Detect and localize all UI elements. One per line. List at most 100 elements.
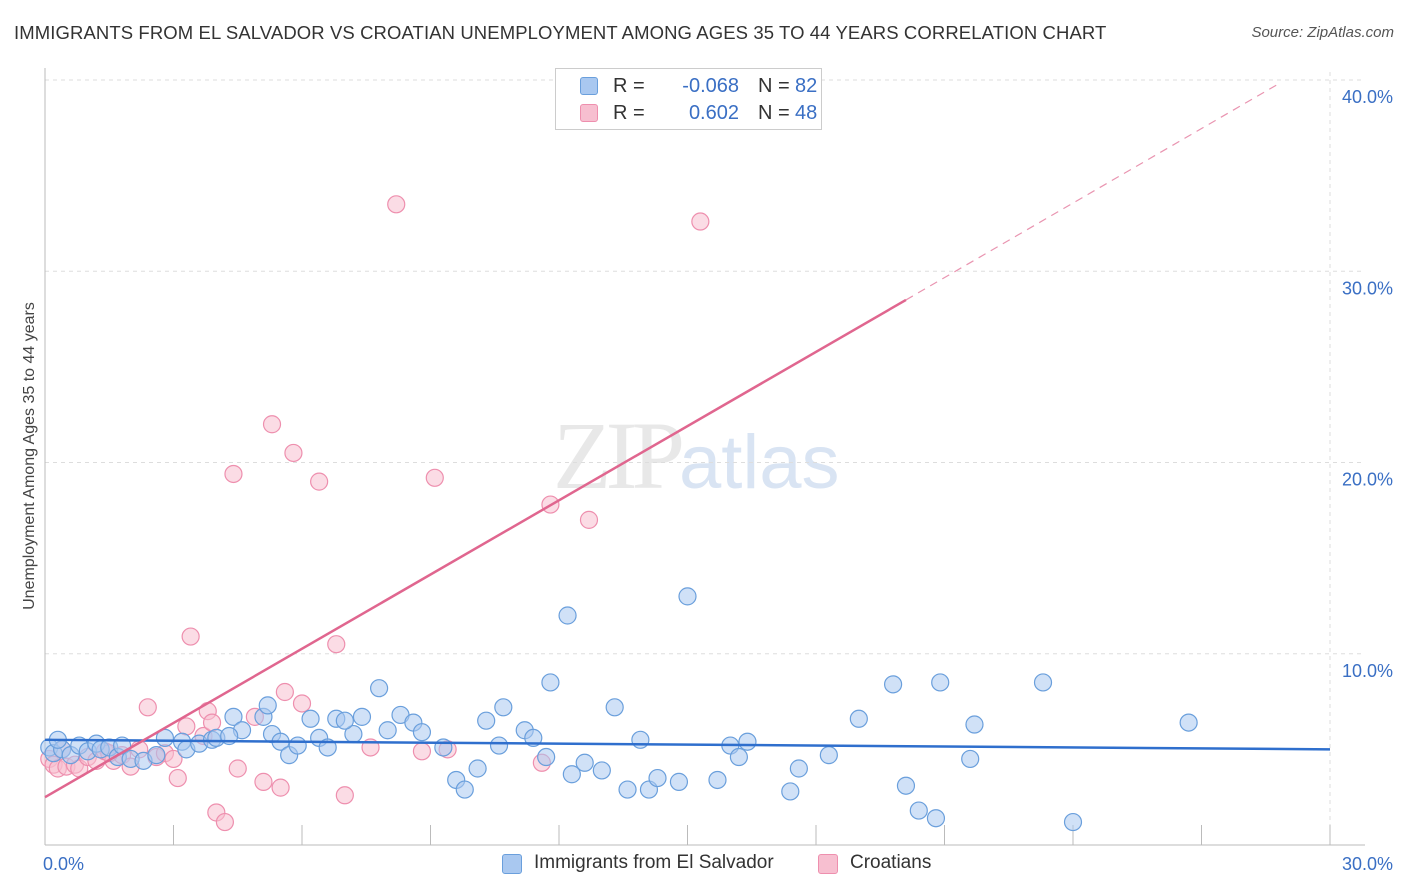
r-label: R = (613, 102, 645, 124)
el-salvador-point (618, 780, 637, 799)
croatians-point (254, 772, 273, 791)
legend-swatch-pink (580, 104, 598, 122)
el-salvador-point (489, 736, 509, 755)
croatians-point (425, 468, 444, 487)
el-salvador-point (378, 721, 397, 740)
croatians-point (177, 717, 196, 736)
source-note: Source: ZipAtlas.com (1251, 24, 1394, 41)
y-axis-label: Unemployment Among Ages 35 to 44 years (21, 302, 38, 610)
el-salvador-point (352, 707, 372, 726)
croatians-point (412, 742, 432, 761)
axes (44, 68, 1365, 846)
y-tick-label: 10.0% (1342, 661, 1393, 681)
el-salvador-point (562, 765, 581, 784)
legend-label: Croatians (850, 852, 932, 873)
n-label: N = (758, 102, 790, 124)
el-salvador-point (631, 730, 650, 749)
r-label: R = (613, 75, 645, 97)
el-salvador-point (926, 809, 946, 828)
legend-swatch-blue (580, 77, 598, 95)
croatians-point (181, 627, 200, 646)
el-salvador-point (883, 675, 903, 694)
correlation-legend: R = -0.068 N = 82 R = 0.602 N = 48 (555, 68, 822, 130)
el-salvador-point (468, 759, 487, 778)
y-tick-label: 20.0% (1342, 470, 1393, 490)
legend-swatch-blue (502, 854, 522, 874)
el-salvador-points (40, 587, 1198, 832)
croatians-point (292, 694, 312, 713)
el-salvador-point (592, 761, 611, 780)
croatians-point (387, 195, 406, 214)
n-value: 48 (795, 102, 818, 124)
gridlines (45, 72, 1365, 845)
el-salvador-point (477, 711, 496, 730)
el-salvador-point (455, 780, 474, 799)
el-salvador-point (335, 711, 354, 730)
croatians-point (271, 778, 290, 797)
croatians-trend-extension (905, 83, 1279, 301)
el-salvador-point (678, 587, 697, 606)
el-salvador-trend-line (44, 738, 1331, 751)
el-salvador-point (541, 673, 560, 692)
croatians-point (202, 713, 222, 732)
el-salvador-point (789, 759, 808, 778)
el-salvador-point (781, 782, 800, 801)
tick-labels: 10.0% 20.0% 30.0% 40.0% 0.0% 30.0% (43, 87, 1393, 874)
x-tick-label: 0.0% (43, 854, 84, 874)
n-value: 82 (795, 75, 818, 97)
croatians-point (168, 768, 187, 788)
croatians-point (335, 786, 354, 805)
el-salvador-point (648, 768, 667, 788)
el-salvador-point (155, 728, 175, 748)
croatians-trend-line (44, 298, 907, 799)
croatians-point (327, 635, 346, 654)
trend-lines (44, 83, 1331, 799)
legend-swatch-pink (818, 854, 838, 874)
r-value: -0.068 (682, 75, 739, 97)
croatians-point (579, 510, 599, 529)
el-salvador-point (301, 709, 320, 728)
croatians-points (40, 195, 710, 832)
y-tick-label: 40.0% (1342, 87, 1393, 107)
croatians-point (215, 812, 234, 832)
el-salvador-point (961, 749, 980, 769)
el-salvador-point (494, 698, 513, 717)
el-salvador-point (605, 698, 624, 717)
croatians-point (275, 682, 294, 702)
el-salvador-point (524, 728, 543, 748)
croatians-point (164, 749, 183, 769)
el-salvador-point (224, 707, 243, 726)
el-salvador-point (537, 747, 556, 767)
croatians-point (310, 472, 329, 491)
el-salvador-point (849, 709, 868, 728)
x-tick-label: 30.0% (1342, 854, 1393, 874)
n-label: N = (758, 75, 790, 97)
el-salvador-point (558, 606, 577, 625)
croatians-point (138, 698, 157, 717)
el-salvador-point (819, 746, 838, 765)
el-salvador-point (1063, 812, 1083, 832)
el-salvador-point (965, 715, 984, 734)
el-salvador-point (575, 753, 594, 772)
el-salvador-point (909, 801, 928, 820)
el-salvador-point (708, 770, 727, 790)
el-salvador-point (258, 696, 277, 715)
legend-label: Immigrants from El Salvador (534, 852, 774, 873)
croatians-point (224, 464, 243, 484)
croatians-point (228, 759, 247, 778)
el-salvador-point (288, 736, 307, 755)
r-value: 0.602 (688, 102, 739, 124)
el-salvador-point (729, 747, 749, 767)
y-tick-label: 30.0% (1342, 278, 1393, 298)
el-salvador-point (1179, 713, 1198, 732)
el-salvador-point (318, 738, 337, 757)
croatians-point (262, 415, 282, 434)
el-salvador-point (370, 679, 389, 698)
el-salvador-point (147, 746, 166, 765)
el-salvador-point (412, 723, 432, 742)
chart-title: IMMIGRANTS FROM EL SALVADOR VS CROATIAN … (14, 22, 1107, 43)
el-salvador-point (931, 673, 950, 692)
el-salvador-point (738, 732, 757, 751)
croatians-point (284, 443, 303, 463)
